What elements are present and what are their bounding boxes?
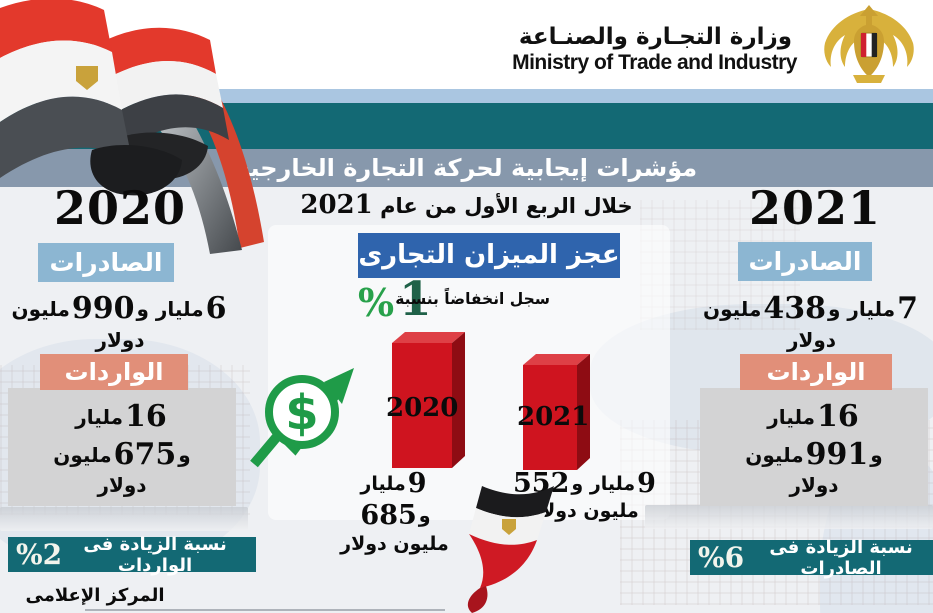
subtitle-year: 2021 bbox=[300, 190, 373, 220]
imports-2020-millions: 675 bbox=[113, 436, 177, 472]
dollar-growth-arrow-icon: $ bbox=[250, 368, 354, 468]
exports-value-2020: 6مليار و990مليون دولار bbox=[11, 291, 227, 352]
egypt-flag-ribbon-icon bbox=[0, 0, 264, 254]
deficit-title-box: عجز الميزان التجارى bbox=[358, 233, 620, 278]
subtitle: خلال الربع الأول من عام 2021 bbox=[0, 190, 933, 220]
exports-value-2021: 7مليار و438مليون دولار bbox=[703, 291, 918, 352]
svg-text:$: $ bbox=[285, 385, 318, 441]
imports-increase-badge: %2 نسبة الزيادة فى الواردات bbox=[8, 534, 256, 576]
exports-badge-2021: الصادرات bbox=[738, 242, 872, 281]
deficit-percent-sign: % bbox=[358, 280, 395, 325]
exports-2020-millions: 990 bbox=[71, 291, 135, 326]
bottom-divider-line bbox=[85, 609, 445, 611]
exports-2020-billions: 6 bbox=[205, 291, 227, 326]
exports-increase-label: نسبة الزيادة فى الصادرات bbox=[769, 536, 913, 579]
media-center-label: المركز الإعلامى bbox=[25, 585, 165, 606]
exports-increase-percent: %6 bbox=[698, 540, 745, 574]
subtitle-text: خلال الربع الأول من عام bbox=[380, 194, 633, 218]
imports-badge-2020: الواردات bbox=[40, 354, 188, 390]
year-2020-heading: 2020 bbox=[53, 181, 187, 235]
deficit-bar-chart bbox=[392, 332, 590, 470]
ministry-title-english: Ministry of Trade and Industry bbox=[512, 51, 797, 74]
deficit-decrease-note: سجل انخفاضاً بنسبة bbox=[395, 290, 550, 308]
exports-2021-billions: 7 bbox=[897, 291, 918, 326]
imports-increase-percent: %2 bbox=[16, 537, 63, 571]
imports-increase-label: نسبة الزيادة فى الواردات bbox=[83, 533, 227, 576]
deficit-value-2021: 9مليار و552 مليون دولار bbox=[513, 468, 656, 523]
imports-2021-billions: 16 bbox=[816, 399, 859, 434]
imports-panel-2021 bbox=[700, 388, 928, 506]
shadow-strip-left bbox=[0, 507, 248, 531]
imports-value-2020: 16مليار و675مليون دولار bbox=[53, 399, 191, 497]
egypt-flag-wave-icon bbox=[467, 486, 554, 613]
deficit-percent-value: 1 bbox=[399, 272, 432, 327]
bar-label-2021: 2021 bbox=[517, 402, 590, 432]
exports-badge-2020: الصادرات bbox=[38, 243, 174, 282]
ministry-eagle-logo-icon bbox=[824, 5, 914, 83]
imports-2021-millions: 991 bbox=[805, 436, 869, 472]
imports-panel-2020 bbox=[8, 388, 236, 506]
imports-value-2021: 16مليار و991مليون دولار bbox=[745, 399, 883, 497]
deficit-value-2020: 9مليار و685 مليون دولار bbox=[340, 468, 449, 555]
light-blue-band bbox=[0, 89, 933, 103]
ministry-title-arabic: وزارة التجـارة والصنـاعة bbox=[518, 24, 792, 50]
imports-2020-billions: 16 bbox=[124, 399, 167, 434]
bar-label-2020: 2020 bbox=[386, 393, 459, 423]
exports-2021-millions: 438 bbox=[763, 291, 826, 326]
imports-badge-2021: الواردات bbox=[740, 354, 892, 390]
shadow-strip-right bbox=[645, 505, 933, 529]
year-2021-heading: 2021 bbox=[748, 181, 882, 235]
exports-increase-badge: %6 نسبة الزيادة فى الصادرات bbox=[690, 537, 933, 579]
